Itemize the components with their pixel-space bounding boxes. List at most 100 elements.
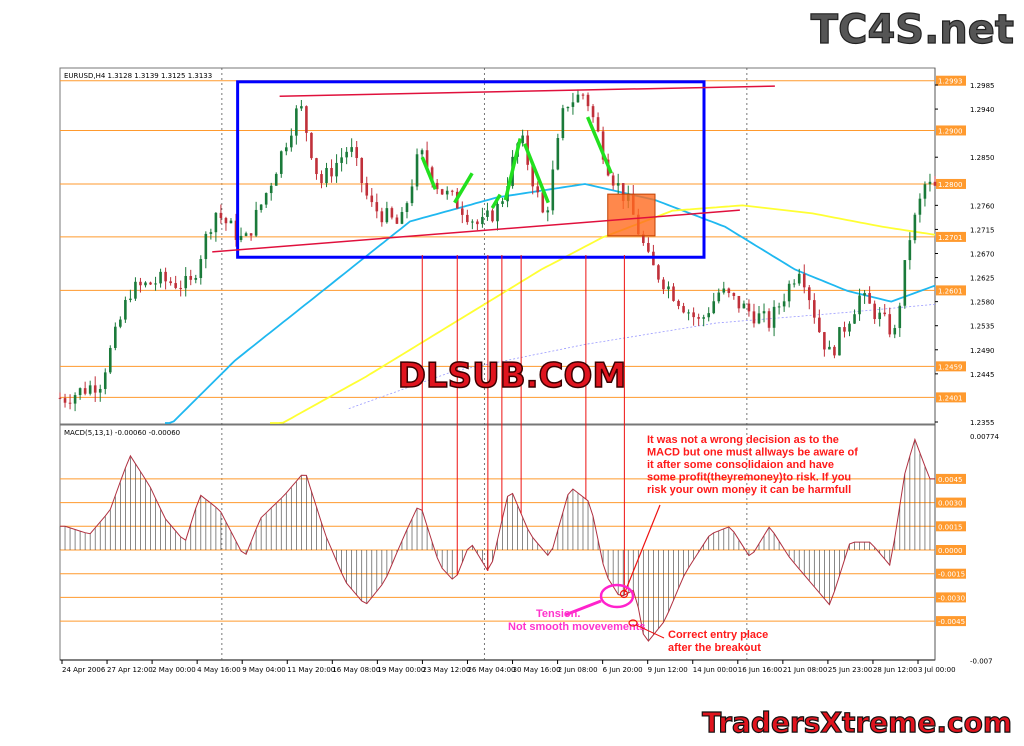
candle-body [682, 306, 685, 313]
swing-line [523, 143, 550, 204]
candle-body [571, 102, 575, 107]
decision-marker-circle [619, 589, 629, 599]
candle-body [858, 295, 861, 315]
candle-body [114, 326, 117, 348]
symbol-header: EURUSD,H4 1.3128 1.3139 1.3125 1.3133 [64, 72, 212, 80]
candle-body [621, 183, 625, 201]
candle-body [415, 154, 419, 187]
candle-body [420, 150, 424, 155]
candle-body [264, 193, 268, 205]
candle-body [591, 106, 595, 118]
candle-body [531, 164, 535, 187]
candle-body [722, 288, 726, 293]
candle-body [581, 94, 585, 96]
macd-level-tag [936, 497, 966, 508]
candle-body [214, 212, 218, 233]
candle-body [400, 212, 404, 224]
date-tick-label: 19 May 00:00 [377, 666, 425, 674]
decision-note-line: MACD but one must allways be aware of [647, 447, 858, 459]
candle-body [647, 242, 650, 252]
entry-note-line: after the breakout [668, 642, 761, 654]
candle-body [772, 306, 776, 328]
candle-body [144, 282, 147, 286]
candle-body [828, 346, 831, 350]
swing-line [503, 138, 522, 201]
candle-body [843, 327, 846, 332]
candle-body [918, 198, 922, 215]
candle-body [757, 313, 761, 324]
candle-body [687, 312, 690, 314]
date-tick-label: 26 May 04:00 [467, 666, 515, 674]
candle-body [752, 311, 756, 324]
candle-body [541, 192, 545, 213]
candle-body [189, 276, 193, 280]
candle-body [204, 233, 208, 260]
entry-note-line: Correct entry place [668, 629, 768, 641]
macd-tick-label: -0.007 [970, 658, 993, 666]
price-tick-label: 1.2760 [970, 202, 995, 210]
candle-body [782, 301, 786, 307]
macd-header: MACD(5,13,1) -0.00060 -0.00060 [64, 429, 180, 437]
candle-body [486, 210, 489, 217]
candle-body [124, 299, 127, 320]
decision-note-line: risk your own money it can be harmfull [647, 484, 851, 496]
candle-body [194, 277, 198, 280]
candle-body [601, 131, 605, 160]
candle-body [209, 232, 213, 234]
candle-body [325, 167, 328, 184]
candle-body [199, 259, 203, 278]
price-level-label: 1.2601 [938, 287, 963, 295]
swing-line [420, 156, 437, 190]
macd-level-label: 0.0015 [938, 523, 963, 531]
price-tick-label: 1.2535 [970, 323, 995, 331]
candle-body [98, 388, 102, 393]
candle-body [697, 317, 700, 319]
candle-body [576, 94, 580, 103]
candle-body [108, 347, 112, 373]
candle-body [224, 218, 228, 224]
macd-level-tag [936, 545, 966, 555]
candle-body [762, 311, 766, 314]
candle-body [355, 147, 358, 159]
candle-body [129, 298, 132, 300]
date-tick-label: 4 May 16:00 [197, 666, 241, 674]
macd-level-label: -0.0030 [938, 594, 965, 602]
swing-line [453, 172, 474, 204]
candle-body [103, 372, 107, 389]
candle-body [672, 286, 675, 301]
tension-note-line: Tension. [536, 608, 580, 620]
candle-body [521, 135, 524, 144]
price-level-label: 1.2701 [938, 234, 963, 242]
price-level-tag [936, 361, 966, 372]
date-tick-label: 24 Apr 2006 [62, 666, 106, 674]
candle-body [823, 332, 826, 350]
candle-body [893, 328, 897, 335]
candle-body [802, 273, 806, 288]
macd-level-label: -0.0045 [938, 618, 965, 626]
macd-level-label: -0.0015 [938, 571, 965, 579]
candle-body [219, 212, 223, 219]
candle-body [350, 147, 353, 152]
candle-body [863, 293, 866, 296]
price-tick-label: 1.2940 [970, 106, 995, 114]
price-level-tag [936, 125, 966, 136]
candle-body [616, 183, 620, 186]
candle-body [556, 138, 560, 170]
candle-body [244, 233, 248, 236]
candle-body [707, 313, 711, 318]
macd-level-label: 0.0045 [938, 476, 963, 484]
candle-body [159, 271, 162, 284]
candle-body [838, 327, 841, 356]
price-tick-label: 1.2715 [970, 226, 995, 234]
price-tick-label: 1.2670 [970, 250, 995, 258]
candle-body [234, 220, 238, 240]
candle-body [903, 260, 907, 306]
price-level-tag [936, 392, 966, 403]
candle-body [68, 402, 72, 404]
candle-body [440, 189, 444, 195]
price-tick-label: 1.2850 [970, 154, 995, 162]
candle-body [390, 208, 394, 218]
price-tick-label: 1.2355 [970, 419, 995, 427]
candle-body [657, 265, 660, 280]
candle-body [78, 388, 82, 396]
